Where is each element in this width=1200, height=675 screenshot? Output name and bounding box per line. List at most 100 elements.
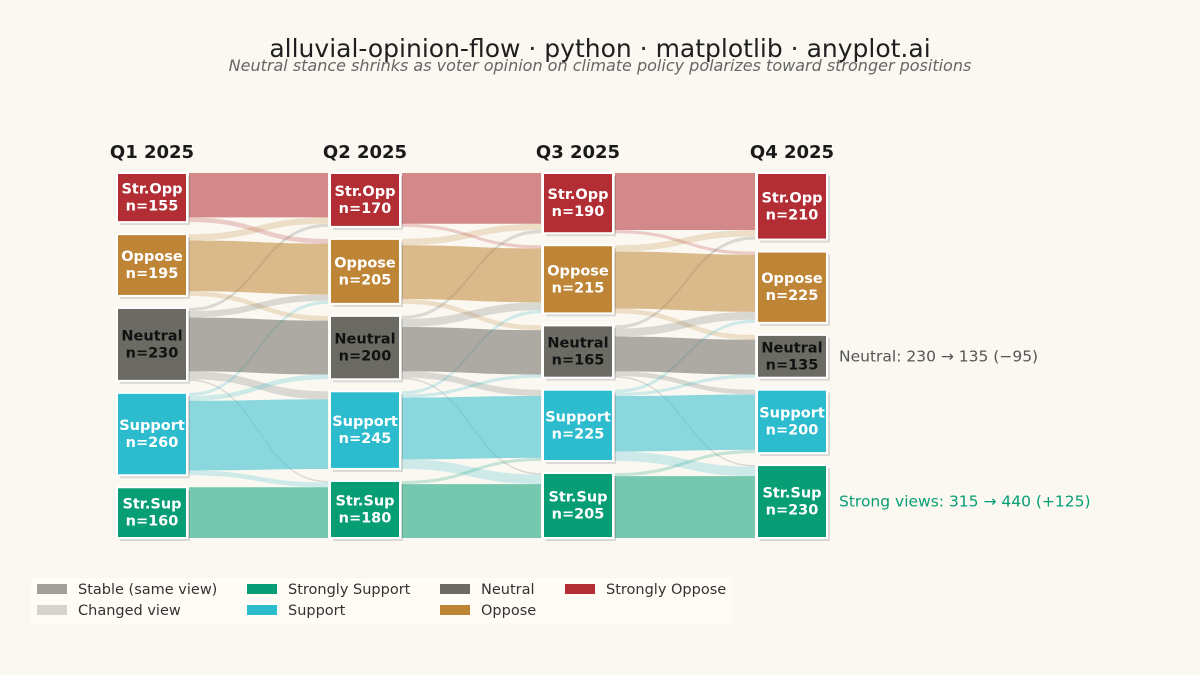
node-count: n=260: [126, 435, 179, 451]
legend-swatch: [440, 584, 470, 594]
flow-changed: [402, 374, 541, 398]
node-count: n=155: [126, 199, 179, 215]
node-label: Str.Sup: [762, 486, 821, 502]
node-bar: [756, 250, 828, 324]
flow-stable: [615, 336, 755, 375]
node-label: Str.Opp: [334, 184, 395, 200]
annotation: Strong views: 315 → 440 (+125): [839, 493, 1091, 511]
flow-stable: [615, 251, 755, 312]
node-label: Neutral: [547, 336, 608, 352]
flow-changed: [615, 449, 755, 477]
flow-changed: [402, 457, 541, 485]
legend-swatch: [37, 605, 67, 615]
flow-stable: [402, 396, 541, 460]
node-label: Neutral: [121, 328, 182, 344]
flow-changed: [189, 294, 328, 318]
node-label: Oppose: [547, 263, 609, 279]
legend-item-stable: Stable (same view): [37, 580, 217, 600]
node-label: Str.Opp: [121, 182, 182, 198]
node-count: n=195: [126, 266, 179, 282]
flow-changed: [402, 302, 541, 327]
node-label: Oppose: [334, 255, 396, 271]
flow-changed: [402, 299, 541, 331]
node-label: Support: [759, 405, 825, 421]
stage-label: Q1 2025: [110, 142, 194, 163]
stage-label: Q2 2025: [323, 142, 407, 163]
legend-swatch: [247, 605, 277, 615]
node-label: Str.Opp: [547, 187, 608, 203]
node-bar: [542, 388, 614, 463]
flow-stable: [189, 487, 328, 538]
flow-changed: [402, 371, 541, 397]
legend-item-neutral: Neutral: [440, 580, 535, 600]
node-bar: [116, 233, 188, 297]
chart-subtitle: Neutral stance shrinks as voter opinion …: [228, 56, 972, 75]
legend-swatch: [440, 605, 470, 615]
flow-stable: [189, 399, 328, 471]
node-bar: [542, 324, 614, 379]
flow-changed: [402, 459, 541, 485]
flow-stable: [402, 173, 541, 224]
node-count: n=200: [766, 422, 819, 438]
node-bar: [756, 172, 828, 241]
node-label: Support: [545, 409, 611, 425]
node-bar: [329, 390, 401, 470]
node-bar: [329, 314, 401, 381]
flow-changed: [189, 374, 328, 401]
node-label: Support: [119, 418, 185, 434]
node-bar: [542, 472, 614, 540]
flow-changed: [402, 223, 541, 246]
annotation: Neutral: 230 → 135 (−95): [839, 347, 1038, 365]
flow-changed: [615, 451, 755, 477]
flow-changed: [615, 230, 755, 255]
node-count: n=135: [766, 357, 819, 373]
node-bar: [756, 388, 828, 455]
node-bar: [542, 244, 614, 315]
node-count: n=165: [552, 353, 605, 369]
node-bar: [116, 391, 188, 477]
node-count: n=245: [339, 431, 392, 447]
legend-swatch: [37, 584, 67, 594]
node-bar: [116, 172, 188, 224]
legend-item-strongly-oppose: Strongly Oppose: [565, 580, 726, 600]
node-label: Str.Opp: [761, 190, 822, 206]
legend-item-strongly-support: Strongly Support: [247, 580, 410, 600]
legend-item-oppose: Oppose: [440, 601, 536, 621]
flow-stable: [615, 173, 755, 231]
node-count: n=230: [766, 503, 819, 519]
flow-stable: [615, 394, 755, 452]
flow-changed: [615, 230, 755, 252]
labels-layer: Q1 2025 Q2 2025 Q3 2025 Q4 2025 Neutral: 230…: [110, 142, 1091, 511]
node-count: n=210: [766, 207, 819, 223]
legend-swatch: [565, 584, 595, 594]
stage-label: Q4 2025: [750, 142, 834, 163]
legend-item-support: Support: [247, 601, 345, 621]
node-count: n=190: [552, 204, 605, 220]
node-label: Str.Sup: [548, 490, 607, 506]
node-count: n=170: [339, 201, 392, 217]
node-count: n=225: [766, 288, 819, 304]
node-count: n=180: [339, 510, 392, 526]
node-label: Neutral: [761, 340, 822, 356]
flow-stable: [402, 245, 541, 303]
legend-item-changed: Changed view: [37, 601, 181, 621]
flow-stable: [189, 317, 328, 375]
nodes-layer: Str.Oppn=155Opposen=195Neutraln=230Suppo…: [116, 172, 830, 541]
flow-stable: [189, 240, 328, 295]
node-bar: [116, 306, 188, 382]
